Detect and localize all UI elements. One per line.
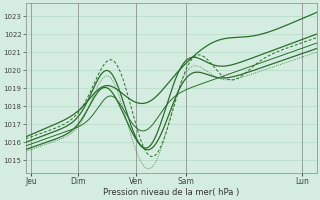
X-axis label: Pression niveau de la mer( hPa ): Pression niveau de la mer( hPa ) <box>103 188 239 197</box>
